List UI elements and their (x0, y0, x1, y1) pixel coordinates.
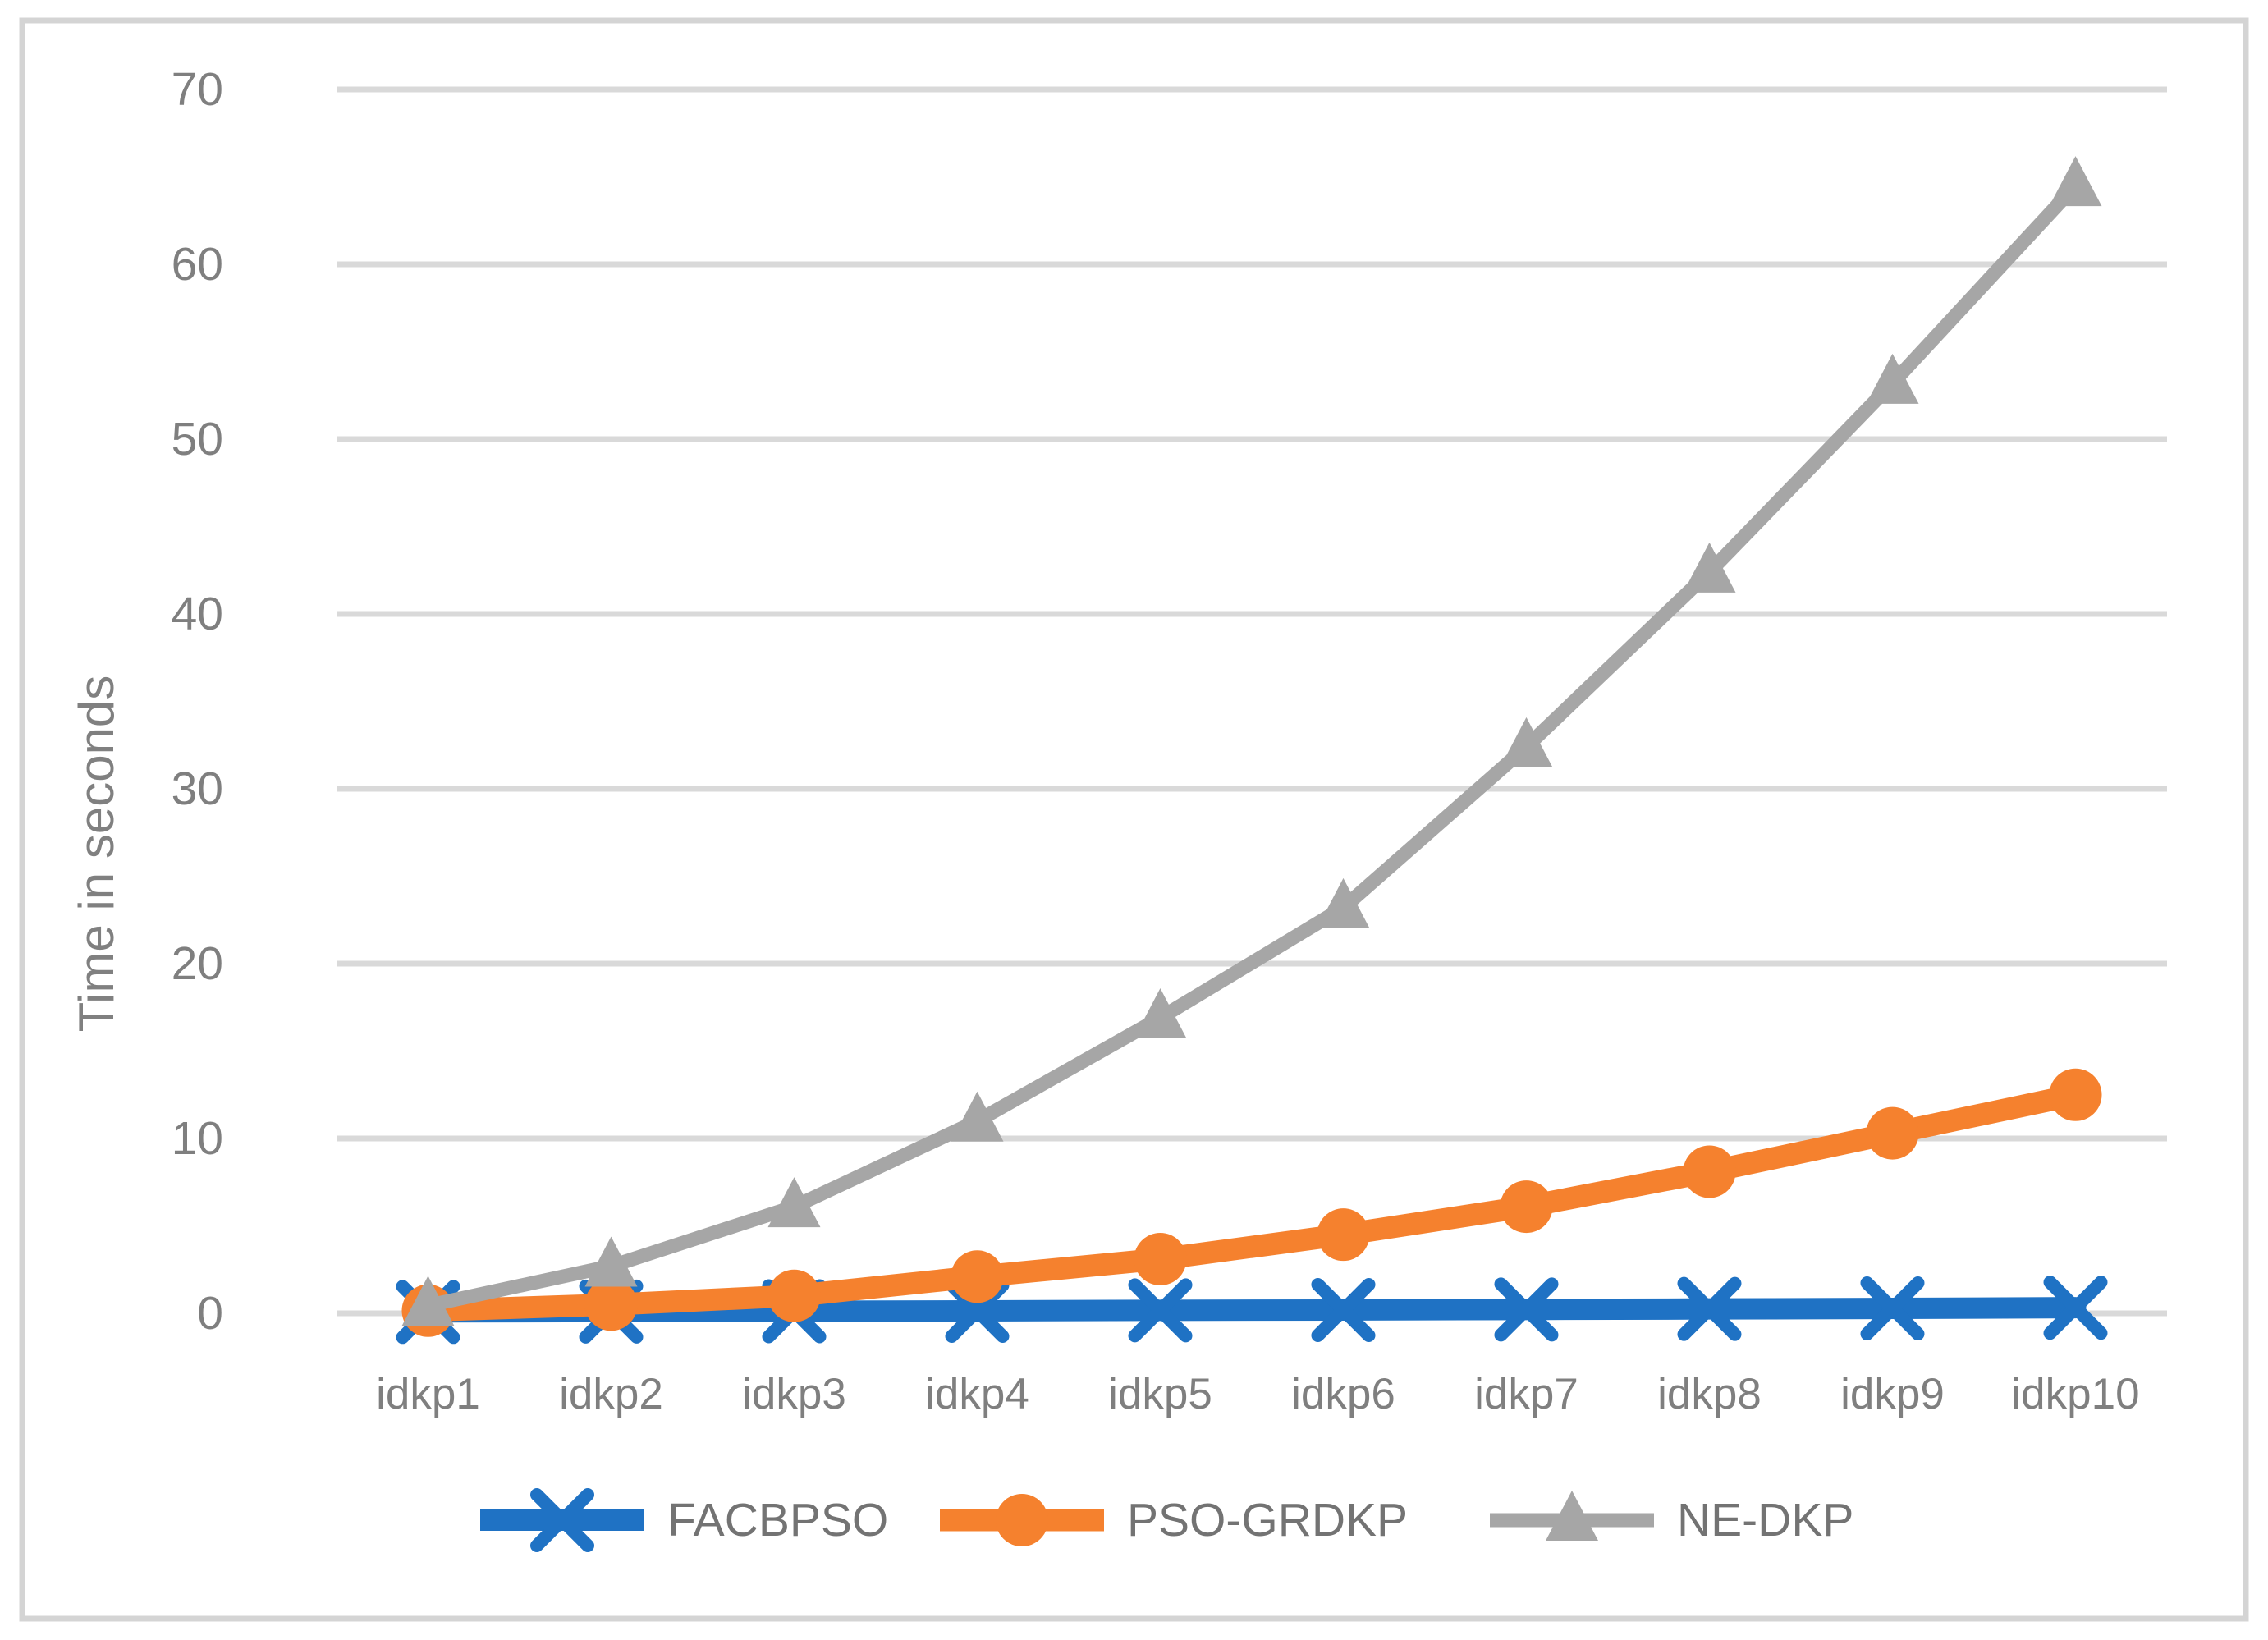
x-tick-label: idkp7 (1474, 1370, 1578, 1418)
data-point-marker-triangle (1546, 1491, 1598, 1541)
data-point-marker-circle (1866, 1106, 1919, 1160)
data-point-marker-triangle (401, 1276, 455, 1326)
series-line (417, 1297, 2087, 1323)
data-point-marker-circle (996, 1494, 1048, 1546)
data-point-marker-triangle (767, 1177, 821, 1228)
x-tick-label: idkp1 (376, 1370, 480, 1418)
axis-labels: 0 10 20 30 40 50 60 70 idkp1 idkp2 idkp3 idkp4 idkp5… (69, 63, 2140, 1418)
data-point-marker-circle (584, 1278, 638, 1331)
series-line (417, 1083, 2087, 1322)
data-point-marker-triangle (951, 1091, 1004, 1142)
x-tick-label: idkp3 (742, 1370, 846, 1418)
data-point-marker-triangle (584, 1236, 638, 1287)
data-point-marker-triangle (1866, 353, 1919, 404)
data-point-marker-x (2043, 1276, 2108, 1340)
x-tick-label: idkp8 (1657, 1370, 1762, 1418)
data-point-marker-triangle (1134, 988, 1187, 1039)
data-point-marker-x (1677, 1276, 1742, 1341)
data-point-marker-x (1494, 1277, 1559, 1342)
data-point-marker-circle (2049, 1068, 2102, 1121)
data-point-marker-triangle (1317, 877, 1370, 928)
y-tick-label: 50 (172, 413, 223, 465)
x-tick-label: idkp9 (1840, 1370, 1945, 1418)
legend-item-ne-dkp: NE-DKP (1490, 1491, 1853, 1546)
series-lines (396, 156, 2108, 1345)
legend: FACBPSO PSO-GRDKP NE-DKP (480, 1488, 1853, 1552)
data-point-marker-x (1311, 1277, 1376, 1342)
x-tick-label: idkp6 (1291, 1370, 1395, 1418)
x-tick-label: idkp5 (1108, 1370, 1212, 1418)
y-tick-label: 20 (172, 937, 223, 990)
data-point-marker-triangle (1683, 542, 1736, 593)
data-point-marker-triangle (1500, 717, 1553, 767)
legend-label: FACBPSO (667, 1494, 888, 1546)
data-point-marker-circle (1683, 1145, 1736, 1198)
series-line (421, 178, 2082, 1312)
y-tick-label: 40 (172, 588, 223, 640)
y-axis-title: Time in seconds (69, 676, 124, 1033)
data-point-marker-x (1128, 1278, 1193, 1343)
series-pso-grdkp (401, 1068, 2102, 1337)
data-point-marker-circle (1134, 1232, 1187, 1285)
legend-label: PSO-GRDKP (1127, 1494, 1408, 1546)
series-ne-dkp (401, 156, 2102, 1326)
y-tick-label: 0 (197, 1287, 223, 1340)
y-tick-label: 30 (172, 763, 223, 815)
legend-item-facbpso: FACBPSO (480, 1488, 888, 1552)
data-point-marker-circle (951, 1250, 1004, 1303)
x-tick-label: idkp4 (925, 1370, 1029, 1418)
y-tick-label: 10 (172, 1112, 223, 1165)
data-point-marker-circle (1317, 1208, 1370, 1262)
data-point-marker-circle (767, 1269, 821, 1322)
data-point-marker-triangle (2049, 156, 2102, 207)
legend-item-pso-grdkp: PSO-GRDKP (940, 1494, 1408, 1546)
data-point-marker-circle (1500, 1180, 1553, 1234)
y-tick-label: 60 (172, 238, 223, 291)
data-point-marker-x (1860, 1276, 1925, 1341)
legend-label: NE-DKP (1677, 1494, 1853, 1546)
figure-border-rect (19, 17, 2249, 1622)
data-point-marker-x (530, 1488, 594, 1552)
x-tick-label: idkp2 (559, 1370, 663, 1418)
x-tick-label: idkp10 (2011, 1370, 2139, 1418)
y-tick-label: 70 (172, 63, 223, 116)
